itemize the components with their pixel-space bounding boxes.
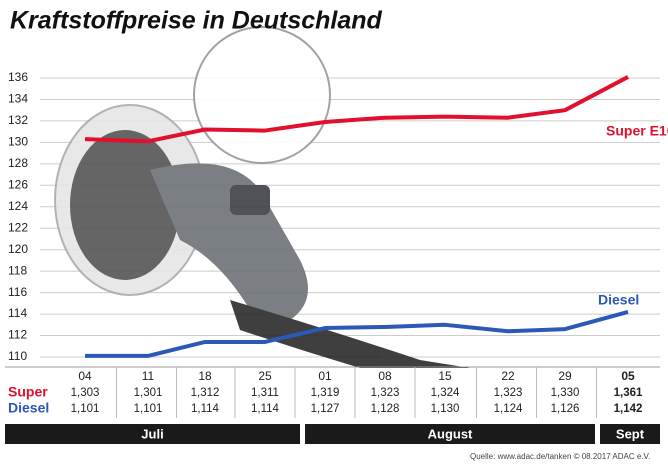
value-label: 1,301 <box>134 387 163 399</box>
line <box>85 310 629 358</box>
row-label: Diesel <box>8 400 49 416</box>
x-tick-label: 08 <box>378 369 392 383</box>
y-tick-label: 136 <box>8 70 28 84</box>
legend-label: Diesel <box>598 292 639 308</box>
y-tick-label: 114 <box>8 306 27 320</box>
value-label: 1,303 <box>71 387 100 399</box>
y-tick-label: 122 <box>8 220 28 234</box>
legend-label: Super E10 <box>606 123 668 139</box>
y-tick-label: 116 <box>8 285 27 299</box>
x-tick-label: 29 <box>558 369 572 383</box>
value-label: 1,124 <box>494 403 523 415</box>
month-bar <box>600 424 660 444</box>
y-tick-label: 110 <box>8 349 27 363</box>
x-tick-label: 18 <box>198 369 212 383</box>
value-label: 1,126 <box>551 403 580 415</box>
row-label: Super <box>8 384 48 400</box>
value-label: 1,127 <box>311 403 340 415</box>
value-label: 1,101 <box>71 403 100 415</box>
value-label: 1,114 <box>251 403 280 415</box>
value-label: 1,312 <box>191 387 220 399</box>
month-bar <box>5 424 300 444</box>
x-tick-label: 15 <box>438 369 452 383</box>
chart-title: Kraftstoffpreise in Deutschland <box>10 7 383 35</box>
source: Quelle: www.adac.de/tanken © 08.2017 ADA… <box>470 452 650 461</box>
y-tick-label: 124 <box>8 199 28 213</box>
value-label: 1,319 <box>311 387 340 399</box>
value-label: 1,142 <box>614 403 643 415</box>
line <box>84 75 629 144</box>
x-tick-label: 05 <box>621 369 635 383</box>
value-label: 1,101 <box>134 403 163 415</box>
y-tick-label: 118 <box>8 263 27 277</box>
y-tick-label: 134 <box>8 92 28 106</box>
x-tick-label: 22 <box>501 369 515 383</box>
value-label: 1,361 <box>614 387 643 399</box>
value-label: 1,130 <box>431 403 460 415</box>
value-label: 1,323 <box>371 387 400 399</box>
y-tick-label: 112 <box>8 328 27 342</box>
month-label: August <box>428 426 473 441</box>
x-tick-label: 11 <box>142 369 155 383</box>
month-bar <box>305 424 595 444</box>
value-label: 1,324 <box>431 387 460 399</box>
x-tick-label: 04 <box>78 369 92 383</box>
y-tick-label: 128 <box>8 156 28 170</box>
y-tick-label: 120 <box>8 242 28 256</box>
value-label: 1,114 <box>191 403 220 415</box>
x-tick-label: 01 <box>318 369 332 383</box>
x-tick-label: 25 <box>258 369 272 383</box>
illustration <box>54 26 470 368</box>
value-label: 1,323 <box>494 387 523 399</box>
month-label: Sept <box>616 426 645 441</box>
value-label: 1,330 <box>551 387 580 399</box>
month-label: Juli <box>141 426 163 441</box>
value-label: 1,128 <box>371 403 400 415</box>
value-label: 1,311 <box>251 387 279 399</box>
y-tick-label: 126 <box>8 177 28 191</box>
y-tick-label: 130 <box>8 135 28 149</box>
y-tick-label: 132 <box>8 113 28 127</box>
